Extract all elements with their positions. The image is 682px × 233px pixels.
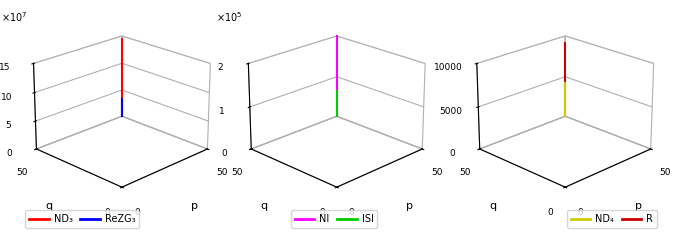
- Text: $\times 10^5$: $\times 10^5$: [216, 10, 242, 24]
- Text: $\times 10^7$: $\times 10^7$: [1, 10, 27, 24]
- X-axis label: p: p: [634, 201, 642, 211]
- Legend: ND₃, ReZG₃: ND₃, ReZG₃: [25, 210, 139, 228]
- Legend: NI, ISI: NI, ISI: [291, 210, 377, 228]
- X-axis label: p: p: [406, 201, 413, 211]
- Legend: ND₄, R: ND₄, R: [567, 210, 657, 228]
- Y-axis label: q: q: [261, 201, 267, 211]
- X-axis label: p: p: [191, 201, 198, 211]
- Y-axis label: q: q: [489, 201, 496, 211]
- Y-axis label: q: q: [46, 201, 53, 211]
